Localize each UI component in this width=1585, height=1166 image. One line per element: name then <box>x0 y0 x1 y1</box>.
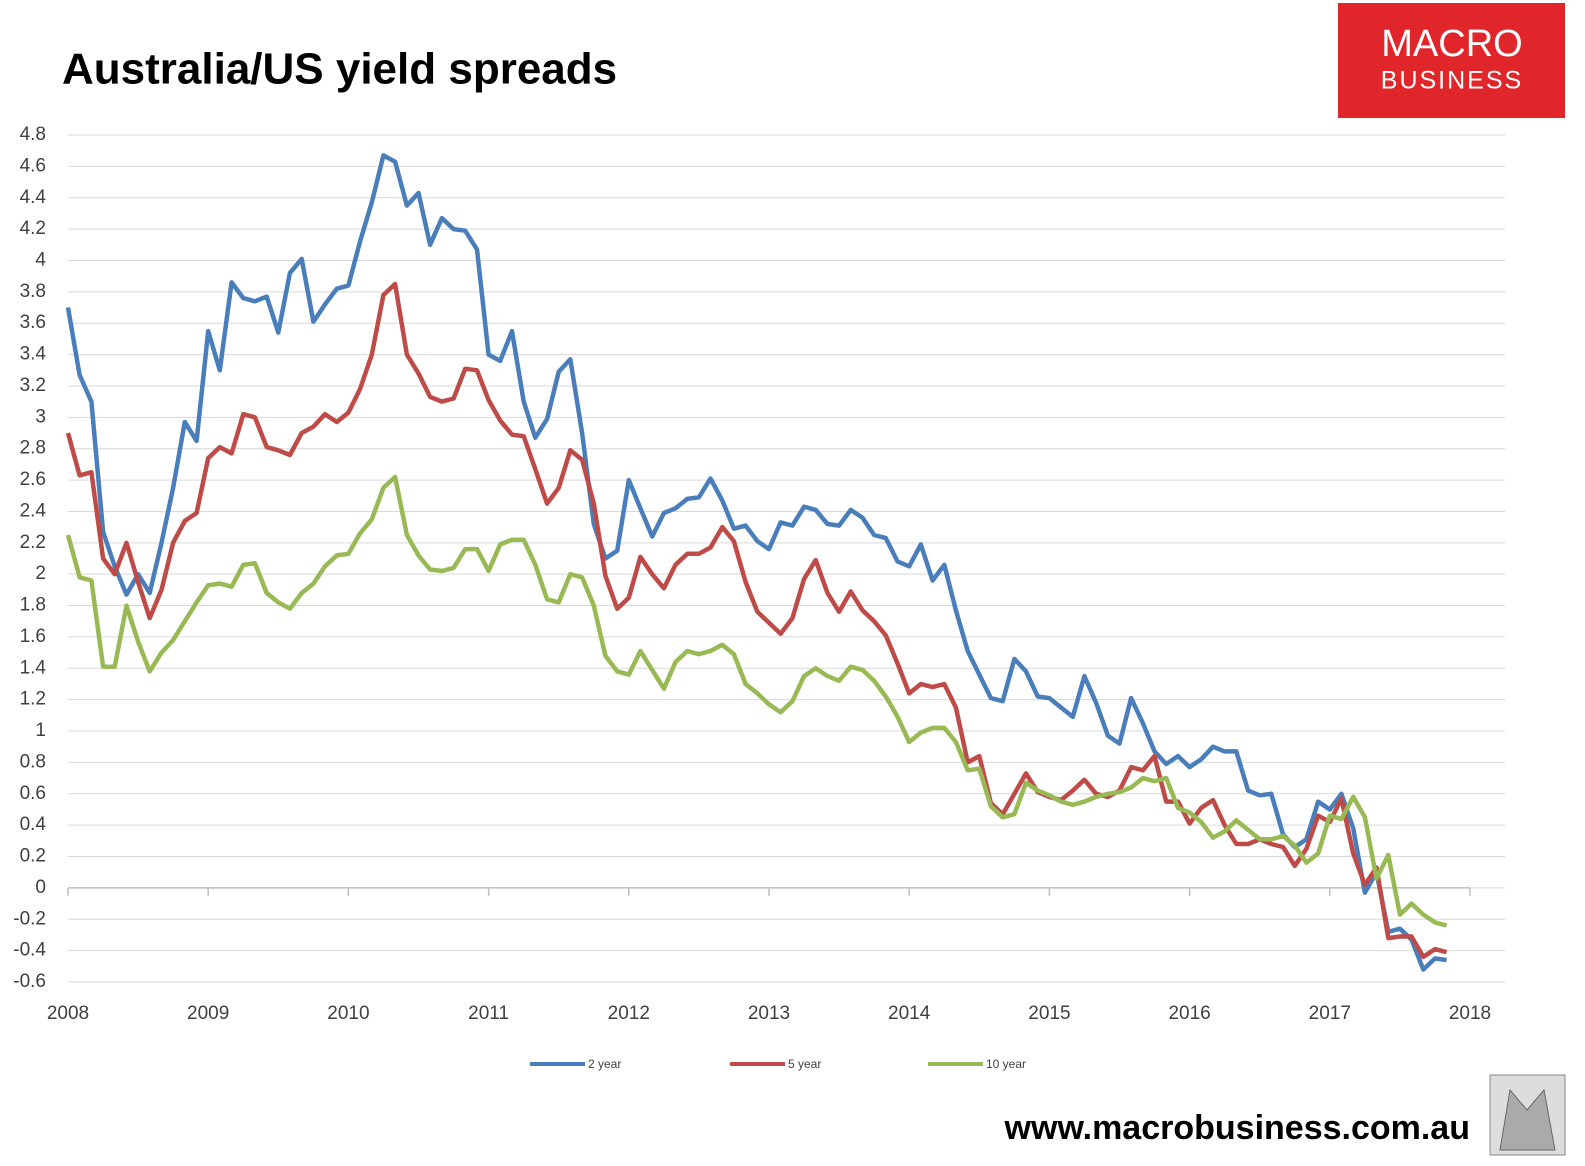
wolf-logo <box>1499 1088 1556 1151</box>
y-tick-label: 2 <box>35 563 46 584</box>
series-line <box>65 281 1448 960</box>
y-tick-label: 3.8 <box>20 281 46 302</box>
y-tick-label: 3.2 <box>20 375 46 396</box>
y-tick-label: 4 <box>35 249 46 270</box>
y-tick-label: 2.8 <box>20 438 46 459</box>
y-tick-label: 2.4 <box>20 500 47 521</box>
y-tick-label: 0.8 <box>20 751 46 772</box>
y-tick-label: 0.6 <box>20 783 46 804</box>
y-tick-label: 3 <box>35 406 46 427</box>
logo-text: BUSINESS <box>1381 67 1523 95</box>
y-tick-label: 4.4 <box>20 187 47 208</box>
y-tick-label: 0 <box>35 877 46 898</box>
x-tick-label: 2016 <box>1168 1003 1210 1024</box>
y-tick-label: 0.2 <box>20 846 46 867</box>
y-tick-label: 1.8 <box>20 595 46 616</box>
y-tick-label: 1.4 <box>20 657 47 678</box>
y-tick-label: 1 <box>35 720 46 741</box>
legend-label: 5 year <box>788 1057 821 1071</box>
y-tick-label: -0.2 <box>13 908 46 929</box>
y-tick-label: -0.4 <box>13 940 46 961</box>
x-tick-label: 2018 <box>1449 1003 1491 1024</box>
series-line <box>65 474 1448 928</box>
legend-label: 2 year <box>588 1057 621 1071</box>
y-tick-label: 4.2 <box>20 218 46 239</box>
x-tick-label: 2017 <box>1309 1003 1351 1024</box>
legend-label: 10 year <box>986 1057 1026 1071</box>
y-tick-label: 1.6 <box>20 626 46 647</box>
logo-box <box>1338 3 1565 118</box>
y-tick-label: 4.8 <box>20 124 46 145</box>
x-tick-label: 2013 <box>748 1003 790 1024</box>
x-tick-label: 2011 <box>468 1003 509 1024</box>
x-tick-label: 2012 <box>608 1003 650 1024</box>
chart-title: Australia/US yield spreads <box>62 45 617 94</box>
y-tick-label: 4.6 <box>20 155 46 176</box>
logo-text: MACRO <box>1381 23 1522 65</box>
y-tick-label: 0.4 <box>20 814 47 835</box>
x-tick-label: 2014 <box>888 1003 931 1024</box>
x-tick-label: 2009 <box>187 1003 229 1024</box>
x-tick-label: 2015 <box>1028 1003 1070 1024</box>
x-tick-label: 2008 <box>47 1003 89 1024</box>
y-tick-label: 2.2 <box>20 532 46 553</box>
y-tick-label: 2.6 <box>20 469 46 490</box>
y-tick-label: -0.6 <box>13 971 46 992</box>
y-tick-label: 1.2 <box>20 689 46 710</box>
y-tick-label: 3.4 <box>20 344 47 365</box>
x-tick-label: 2010 <box>327 1003 369 1024</box>
y-tick-label: 3.6 <box>20 312 46 333</box>
footer-url: www.macrobusiness.com.au <box>1004 1109 1470 1147</box>
series-line <box>65 153 1447 972</box>
